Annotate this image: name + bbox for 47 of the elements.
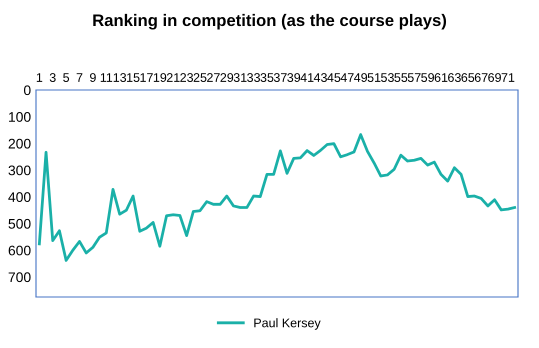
x-tick-label: 39 (287, 73, 300, 82)
y-tick-label: 300 (8, 165, 31, 176)
x-tick-label: 25 (194, 73, 206, 82)
x-tick-label: 47 (340, 73, 354, 82)
x-tick-label: 27 (207, 73, 220, 82)
x-tick-label: 71 (502, 73, 514, 82)
x-tick-label: 9 (90, 73, 96, 82)
x-tick-label: 37 (274, 73, 287, 82)
x-tick-label: 21 (166, 73, 180, 82)
x-tick-label: 61 (434, 73, 448, 82)
y-tick-label: 600 (8, 246, 31, 256)
legend-label: Paul Kersey (254, 318, 321, 330)
x-tick-label: 55 (394, 73, 408, 82)
x-tick-label: 53 (381, 73, 394, 82)
x-tick-label: 29 (220, 73, 234, 82)
x-tick-label: 11 (100, 73, 112, 82)
x-tick-label: 7 (76, 73, 82, 82)
x-tick-label: 35 (260, 73, 274, 82)
y-tick-label: 0 (24, 85, 31, 96)
x-tick-label: 17 (140, 73, 153, 82)
x-tick-label: 33 (247, 73, 260, 82)
x-tick-label: 15 (127, 73, 140, 82)
x-tick-label: 69 (488, 73, 501, 82)
y-tick-label: 200 (8, 138, 31, 149)
x-tick-label: 43 (314, 73, 327, 82)
x-tick-label: 19 (154, 73, 166, 82)
x-tick-label: 49 (354, 73, 368, 82)
y-tick-label: 100 (9, 112, 31, 122)
x-tick-label: 1 (36, 73, 42, 82)
line-series (38, 133, 516, 262)
x-tick-label: 41 (300, 73, 314, 82)
y-tick-label: 700 (8, 272, 31, 282)
chart-title: Ranking in competition (as the course plays) (93, 14, 446, 30)
x-tick-label: 51 (368, 73, 380, 82)
x-tick-label: 23 (180, 73, 194, 82)
x-tick-label: 5 (63, 73, 70, 82)
x-tick-label: 65 (461, 73, 474, 82)
x-tick-label: 63 (448, 73, 461, 82)
x-tick-label: 45 (327, 73, 340, 82)
x-tick-label: 31 (234, 73, 247, 82)
x-tick-label: 3 (50, 73, 56, 82)
x-tick-label: 57 (408, 73, 421, 82)
x-tick-label: 67 (474, 73, 488, 82)
x-tick-label: 13 (114, 73, 126, 82)
y-tick-label: 500 (8, 218, 31, 229)
y-tick-label: 400 (8, 192, 31, 202)
x-tick-label: 59 (421, 73, 434, 82)
